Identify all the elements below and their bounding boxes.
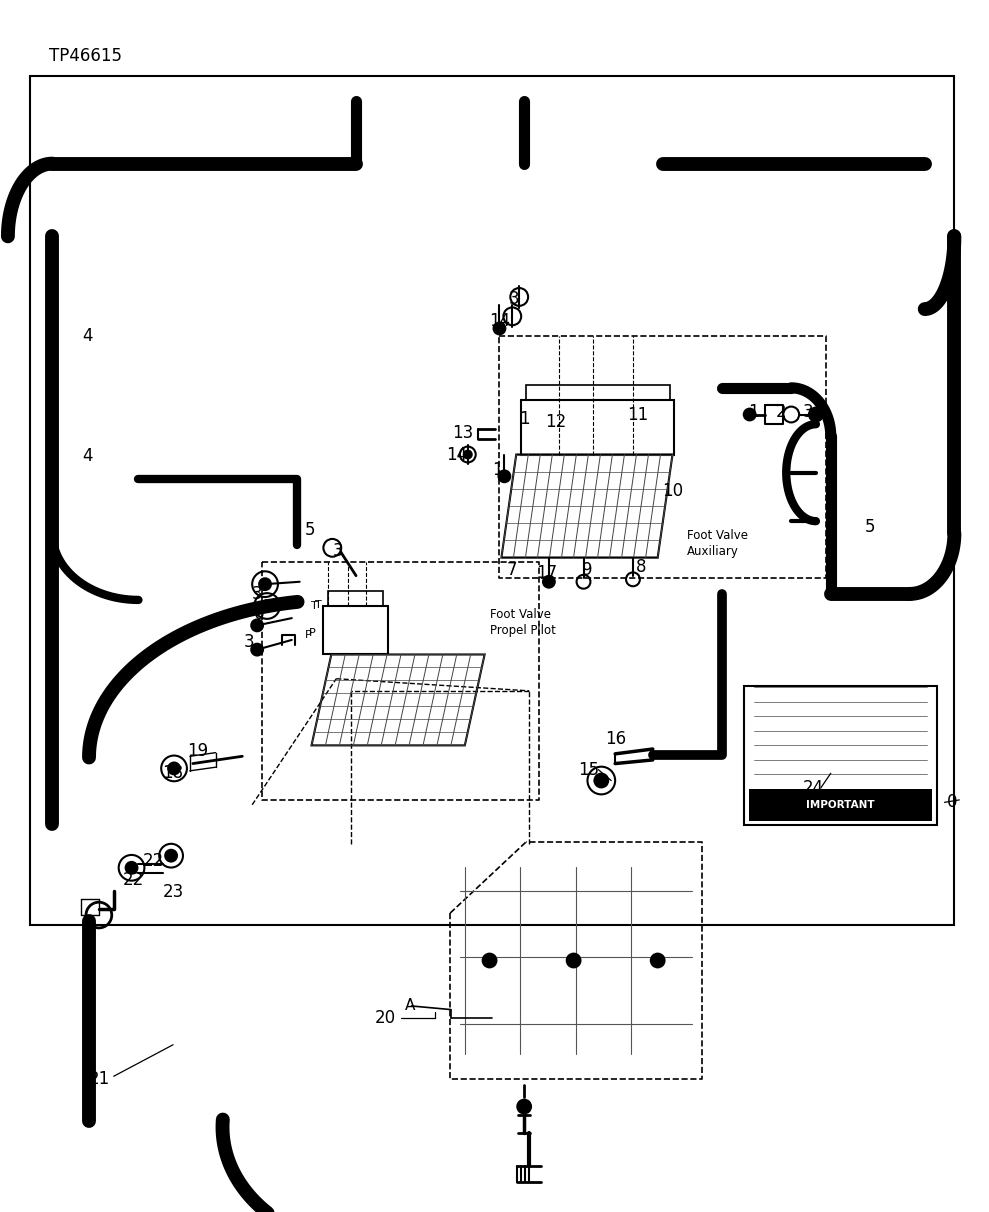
Text: 15: 15: [578, 761, 599, 778]
Text: 20: 20: [375, 1010, 397, 1027]
Circle shape: [260, 599, 274, 613]
Text: 13: 13: [452, 424, 474, 441]
Text: 11: 11: [627, 406, 649, 423]
Text: 12: 12: [545, 413, 567, 430]
Text: 4: 4: [82, 447, 92, 464]
Circle shape: [250, 642, 264, 657]
Text: 5: 5: [305, 521, 315, 538]
Circle shape: [167, 761, 181, 776]
Circle shape: [566, 953, 582, 968]
Text: 5: 5: [865, 519, 875, 536]
Text: 1: 1: [749, 404, 759, 421]
Text: TP46615: TP46615: [49, 47, 123, 64]
Bar: [328, 591, 383, 606]
Circle shape: [809, 407, 823, 422]
Text: 4: 4: [82, 327, 92, 344]
Text: 22: 22: [142, 852, 164, 869]
Text: 2: 2: [776, 404, 786, 421]
Text: 7: 7: [507, 561, 517, 578]
Text: 17: 17: [536, 565, 558, 582]
Text: 16: 16: [605, 731, 627, 748]
Circle shape: [542, 574, 556, 589]
Bar: [744, 686, 937, 825]
Text: 3: 3: [803, 404, 813, 421]
Text: Foot Valve: Foot Valve: [490, 608, 551, 621]
Text: T: T: [315, 600, 321, 610]
Bar: [323, 606, 388, 654]
Text: 19: 19: [187, 743, 209, 760]
Text: 0: 0: [947, 794, 957, 811]
Text: 1: 1: [519, 411, 529, 428]
Text: 3: 3: [333, 543, 343, 560]
Text: Foot Valve: Foot Valve: [687, 530, 749, 542]
Text: Auxiliary: Auxiliary: [687, 545, 739, 558]
Circle shape: [258, 577, 272, 591]
Bar: [30, 76, 954, 925]
Bar: [526, 385, 670, 400]
Circle shape: [164, 848, 178, 863]
Text: 10: 10: [662, 482, 683, 499]
Text: T: T: [312, 601, 317, 611]
Circle shape: [516, 1098, 532, 1115]
Text: IMPORTANT: IMPORTANT: [806, 800, 874, 810]
Circle shape: [250, 618, 264, 633]
Circle shape: [743, 407, 757, 422]
Text: 6: 6: [254, 606, 264, 623]
Text: 14: 14: [446, 446, 468, 463]
Text: 1: 1: [493, 462, 502, 479]
Bar: [521, 400, 674, 454]
Circle shape: [482, 953, 497, 968]
Text: 23: 23: [162, 884, 184, 901]
Text: P: P: [310, 628, 315, 638]
Text: P: P: [306, 630, 312, 640]
Text: 24: 24: [802, 779, 824, 796]
Text: 14: 14: [489, 313, 510, 330]
Text: 3: 3: [509, 291, 519, 308]
Circle shape: [463, 450, 473, 459]
Text: 8: 8: [636, 559, 646, 576]
Text: 3: 3: [252, 585, 262, 602]
Circle shape: [497, 469, 511, 484]
Text: 3: 3: [244, 634, 254, 651]
Circle shape: [493, 321, 506, 336]
Circle shape: [125, 861, 138, 875]
Circle shape: [593, 772, 609, 789]
Text: 18: 18: [162, 765, 184, 782]
Circle shape: [650, 953, 666, 968]
Text: 21: 21: [88, 1070, 110, 1087]
Text: 9: 9: [583, 561, 592, 578]
Bar: [749, 789, 932, 821]
Text: A: A: [405, 999, 415, 1013]
Text: Propel Pilot: Propel Pilot: [490, 624, 556, 636]
Text: 22: 22: [123, 871, 144, 888]
